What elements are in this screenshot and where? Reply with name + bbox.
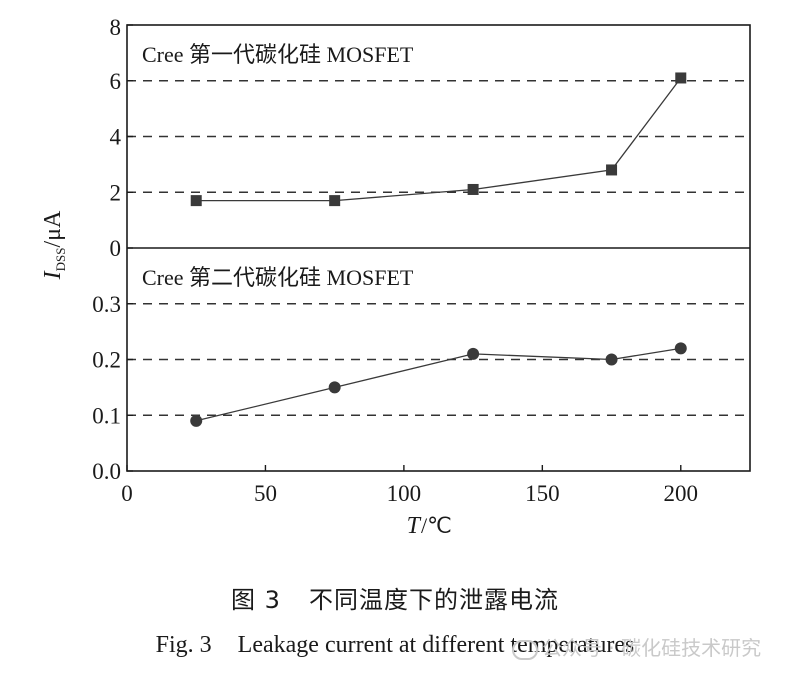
panel-2-y-tick-label: 0.2 xyxy=(92,348,121,373)
y-axis-label-variable: I xyxy=(40,270,66,280)
panel-2-data-point-circle xyxy=(605,353,618,366)
panel-1-data-point-square xyxy=(329,195,341,207)
panel-1-y-tick-label: 8 xyxy=(110,15,122,40)
caption-cn-text: 不同温度下的泄露电流 xyxy=(308,586,559,614)
panel-1-data-point-square xyxy=(675,72,687,84)
y-axis-label-unit: /μA xyxy=(40,210,66,248)
panel-2-y-tick-label: 0.0 xyxy=(92,459,121,484)
panel-1-series-line xyxy=(196,77,682,202)
x-tick-label: 150 xyxy=(525,481,560,506)
caption-en-text: Leakage current at different temperature… xyxy=(237,632,635,658)
panel-1-data-point-square xyxy=(606,164,618,176)
figure-caption-chinese: 图 3 不同温度下的泄露电流 xyxy=(0,580,790,615)
x-tick-label: 100 xyxy=(387,481,422,506)
x-tick-label: 0 xyxy=(121,481,133,506)
caption-en-number: Fig. 3 xyxy=(155,632,212,658)
panel-2-data-point-circle xyxy=(674,342,687,355)
x-tick-label: 200 xyxy=(664,481,699,506)
y-axis-label: IDSS/μA xyxy=(40,210,68,280)
panel-2-y-tick-label: 0.3 xyxy=(92,292,121,317)
panel-2-data-point-circle xyxy=(190,414,203,427)
wechat-icon xyxy=(512,639,538,660)
figure-caption-english: Fig. 3 Leakage current at different tempe… xyxy=(0,632,790,659)
panel-1-y-tick-label: 6 xyxy=(110,69,122,94)
panel-1-data-point-square xyxy=(190,195,202,207)
panel-1-y-tick-label: 4 xyxy=(110,125,122,150)
leakage-current-figure: 0 2 4 6 8 Cree 第一代碳化硅 MOSFET 0.0 0.1 0.2 0.3 Cree … xyxy=(40,15,751,539)
panel-2-data-point-circle xyxy=(328,381,341,394)
x-axis-label-unit: /℃ xyxy=(421,513,452,538)
y-axis-label-subscript: DSS xyxy=(53,248,68,272)
watermark: 公众号 · 碳化硅技术研究 xyxy=(512,632,761,661)
panel-2-label: Cree 第二代碳化硅 MOSFET xyxy=(142,265,414,290)
panel-2-data-point-circle xyxy=(467,347,480,360)
panel-1-y-tick-label: 0 xyxy=(110,236,122,261)
x-tick-label: 50 xyxy=(254,481,277,506)
panel-2-y-tick-label: 0.1 xyxy=(92,403,121,428)
watermark-text: 公众号 · 碳化硅技术研究 xyxy=(542,636,762,660)
caption-cn-number: 图 3 xyxy=(231,586,281,614)
x-axis-label-variable: T xyxy=(407,513,422,539)
panel-1-label: Cree 第一代碳化硅 MOSFET xyxy=(142,42,414,67)
panel-1-data-point-square xyxy=(467,183,479,195)
panel-1-y-tick-label: 2 xyxy=(110,180,122,205)
